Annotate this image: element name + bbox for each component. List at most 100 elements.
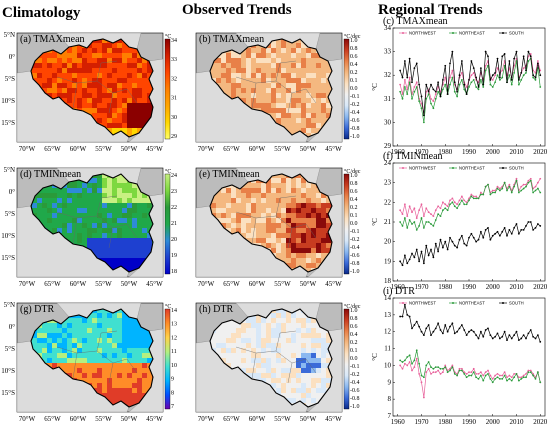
header-observed-trends: Observed Trends [182,2,292,18]
chart-title-i: (i) DTR [383,286,415,297]
x-tick-label: 2020 [533,418,548,426]
data-point [420,374,423,377]
colorbar-tick: 32 [171,76,177,82]
data-point [470,374,473,377]
colorbar-tick: 0.1 [350,78,358,84]
data-point [460,367,463,370]
data-point [408,76,411,79]
colorbar-tick: 14 [171,308,177,314]
data-point [475,376,478,379]
data-point [411,223,413,225]
colorbar-b [343,38,350,140]
data-point [494,74,497,77]
data-point [427,221,430,223]
data-point [475,240,478,243]
map-panel-g: (g) DTR 5°N 0° 5°S 10°S 15°S 70°W 65°W 60°W 55°W 5… [1,301,177,423]
data-point [508,334,511,336]
data-point [463,329,466,331]
colorbar-tick: -0.6 [350,253,360,259]
series-line-northeast [399,179,541,231]
lon-label: 45°W [146,145,163,153]
data-point [451,197,454,200]
data-point [487,327,489,330]
data-point [468,374,470,377]
data-point [413,90,416,93]
lon-label: 65°W [223,415,240,423]
data-point [420,102,423,105]
colorbar-tick: -0.1 [350,229,360,235]
data-point [403,362,406,365]
data-point [434,93,437,95]
x-tick-label: 1990 [462,148,477,156]
data-point [441,201,444,204]
data-point [413,359,416,362]
lon-label: 60°W [249,280,266,288]
legend-label: SOUTH [509,166,524,171]
data-point [479,230,482,233]
data-point [439,372,442,375]
data-point [411,369,413,372]
data-point [427,211,430,214]
lon-label: 55°W [274,280,291,288]
panel-label-e: (e) TMINmean [199,169,260,180]
data-point [501,76,504,79]
legend-marker [502,167,504,169]
panel-label-a: (a) TMAXmean [20,34,85,45]
x-tick-label: 1960 [391,283,406,291]
data-point [520,71,523,74]
series-line-south [399,50,541,116]
data-point [434,219,437,221]
data-point [465,376,468,379]
data-point [403,79,406,81]
data-point [527,221,530,223]
data-point [498,374,501,377]
data-point [434,242,437,245]
chart-title-c: (c) TMAXmean [383,16,448,27]
data-point [444,240,447,243]
data-point [460,195,463,198]
data-point [532,191,535,194]
colorbar-tick: 18 [171,269,177,275]
y-tick-label: 8 [388,395,392,403]
x-tick-label: 2010 [510,418,525,426]
panel-label-h: (h) DTR [199,304,233,315]
data-point [501,187,504,190]
colorbar-tick: -0.4 [350,245,360,251]
y-tick-label: 31 [384,95,392,103]
data-point [503,227,506,229]
data-point [498,337,501,340]
legend-marker [402,32,404,34]
data-point [408,258,411,261]
data-point [441,367,444,370]
data-point [415,62,418,65]
data-point [503,64,506,67]
map-panel-d: (d) TMINmean 5°N 0° 5°S 10°S 15°S 70°W 65°W 60°W… [1,166,177,288]
data-point [534,76,537,79]
data-point [449,236,451,239]
lon-label: 65°W [44,145,61,153]
data-point [472,236,475,239]
data-point [520,337,523,340]
data-point [479,371,482,374]
colorbar-tick: 7 [171,404,174,410]
data-point [475,372,478,375]
data-point [503,330,506,333]
state-borders [235,330,317,384]
chart-f: (f) TMINmean °C 18 19 20 21 22 23 24 1960 1970 1980… [371,151,548,291]
data-point [453,332,456,335]
data-point [418,372,421,375]
data-point [536,60,539,62]
data-point [453,372,456,375]
data-point [401,225,404,227]
y-tick-label: 34 [384,24,392,32]
data-point [430,97,432,100]
data-point [408,315,411,318]
data-point [437,366,440,369]
data-point [430,83,432,86]
data-point [406,364,409,367]
data-point [439,238,442,241]
data-point [472,195,475,198]
data-point [513,376,516,379]
lon-label: 45°W [146,280,163,288]
data-point [453,90,456,93]
